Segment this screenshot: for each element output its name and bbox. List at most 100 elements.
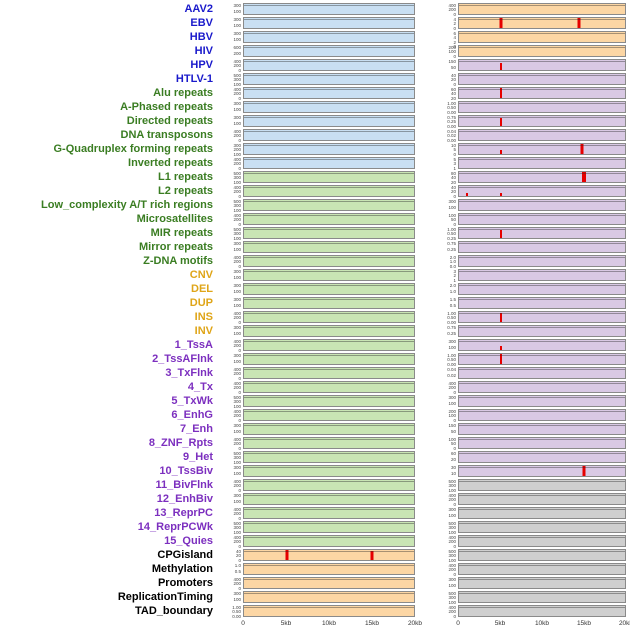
right-track-panel: [458, 437, 626, 449]
right-panel-y-ticks: 400 200 0: [435, 3, 458, 16]
column-gap: [415, 107, 435, 108]
y-tick-label: 0.00: [232, 613, 241, 619]
column-gap: [415, 513, 435, 514]
y-tick-label: 0: [238, 375, 241, 381]
row-label: L2 repeats: [157, 185, 213, 197]
y-tick-label: 0: [238, 221, 241, 227]
right-panel-y-ticks: 100 50 0: [435, 213, 458, 226]
feature-row: HTLV-1 500 300 100 40 20 0: [0, 72, 630, 86]
feature-row: 8_ZNF_Rpts 400 200 0 100 50 0: [0, 436, 630, 450]
feature-row: CPGisland 40 20 0 500 300 100: [0, 548, 630, 562]
y-tick-label: 100: [448, 599, 456, 605]
right-panel-y-ticks: 40 20 0: [435, 185, 458, 198]
row-label: INS: [194, 311, 213, 323]
feature-row: Inverted repeats 400 200 0 5 3 1: [0, 156, 630, 170]
y-tick-label: 20: [450, 95, 456, 101]
y-tick-label: 80: [450, 170, 456, 176]
feature-row: Z-DNA motifs 400 200 0 2.0 1.0 0.0: [0, 254, 630, 268]
right-track-panel: [458, 59, 626, 71]
y-tick-label: 200: [233, 189, 241, 194]
y-tick-label: 10: [450, 142, 456, 148]
y-tick-label: 400: [448, 562, 456, 568]
row-label: 12_EnhBiv: [156, 493, 213, 505]
right-track-panel: [458, 241, 626, 253]
left-panel-y-ticks: 300 100: [218, 115, 243, 127]
y-tick-label: 1.00: [232, 604, 241, 610]
left-panel-y-ticks: 300 100: [218, 17, 243, 29]
y-tick-label: 40: [450, 72, 456, 78]
left-panel-y-ticks: 300 100: [218, 241, 243, 253]
y-tick-label: 400: [233, 86, 241, 92]
y-tick-label: 100: [448, 345, 456, 350]
y-tick-label: 100: [233, 107, 241, 112]
row-label: Inverted repeats: [128, 157, 213, 169]
y-tick-label: 300: [233, 590, 241, 596]
y-tick-label: 0.00: [447, 319, 456, 325]
right-panel-y-ticks: 300 100: [435, 395, 458, 407]
y-tick-label: 100: [448, 205, 456, 210]
y-tick-label: 200: [233, 147, 241, 152]
left-track-panel: [243, 87, 415, 99]
y-tick-label: 0: [453, 613, 456, 619]
column-gap: [415, 345, 435, 346]
right-track-panel: [458, 507, 626, 519]
left-panel-y-ticks: 300 100: [218, 101, 243, 113]
y-tick-label: 100: [233, 81, 241, 87]
red-spike-marker: [499, 345, 502, 350]
left-track-panel: [243, 563, 415, 575]
y-tick-label: 0: [238, 319, 241, 325]
right-track-panel: [458, 45, 626, 57]
column-gap: [415, 65, 435, 66]
y-tick-label: 400: [233, 128, 241, 134]
right-track-panel: [458, 101, 626, 113]
feature-row: DNA transposons 400 200 0 0.04 0.02 0.00: [0, 128, 630, 142]
right-panel-y-ticks: 400 200 0: [435, 535, 458, 548]
right-track-panel: [458, 269, 626, 281]
right-track-panel: [458, 199, 626, 211]
y-tick-label: 400: [233, 156, 241, 162]
y-tick-label: 100: [448, 401, 456, 406]
left-panel-y-ticks: 400 200 0: [218, 507, 243, 521]
y-tick-label: 300: [448, 595, 456, 600]
left-panel-y-ticks: 400 200 0: [218, 86, 243, 100]
y-tick-label: 100: [233, 275, 241, 280]
row-label: INV: [194, 325, 213, 337]
left-panel-y-ticks: 500 300 100: [218, 199, 243, 212]
feature-row: 9_Het 500 300 100 60 20: [0, 450, 630, 464]
column-gap: [415, 317, 435, 318]
red-spike-marker: [499, 229, 502, 238]
left-track-panel: [243, 493, 415, 505]
y-tick-label: 100: [233, 303, 241, 308]
y-tick-label: 0: [238, 515, 241, 521]
x-tick-label: 10kb: [321, 620, 337, 627]
right-track-panel: [458, 297, 626, 309]
right-track-panel: [458, 255, 626, 267]
y-tick-label: 100: [233, 23, 241, 28]
y-tick-label: 0.75: [447, 114, 456, 120]
y-tick-label: 50: [450, 441, 456, 446]
left-track-panel: [243, 17, 415, 29]
feature-row: 5_TxWk 500 300 100 300 100: [0, 394, 630, 408]
feature-row: A-Phased repeats 300 100 1.00 0.50 0.00: [0, 100, 630, 114]
column-gap: [415, 415, 435, 416]
y-tick-label: 0.25: [447, 247, 456, 252]
y-tick-label: 500: [233, 72, 241, 78]
right-panel-y-ticks: 0.04 0.02: [435, 367, 458, 379]
row-label: Z-DNA motifs: [143, 255, 213, 267]
column-gap: [415, 303, 435, 304]
left-track-panel: [243, 535, 415, 547]
right-track-panel: [458, 493, 626, 505]
column-gap: [415, 618, 435, 619]
row-label: 4_Tx: [187, 381, 213, 393]
right-track-panel: [458, 185, 626, 197]
y-tick-label: 100: [448, 49, 456, 54]
left-panel-y-ticks: 300 100: [218, 325, 243, 337]
right-track-panel: [458, 535, 626, 547]
y-tick-label: 0: [238, 557, 241, 563]
x-axis-left: 0 5kb 10kb 15kb 20kb: [241, 618, 422, 630]
y-tick-label: 0: [238, 417, 241, 423]
y-tick-label: 100: [233, 235, 241, 241]
feature-row: 15_Quies 400 200 0 400 200 0: [0, 534, 630, 548]
